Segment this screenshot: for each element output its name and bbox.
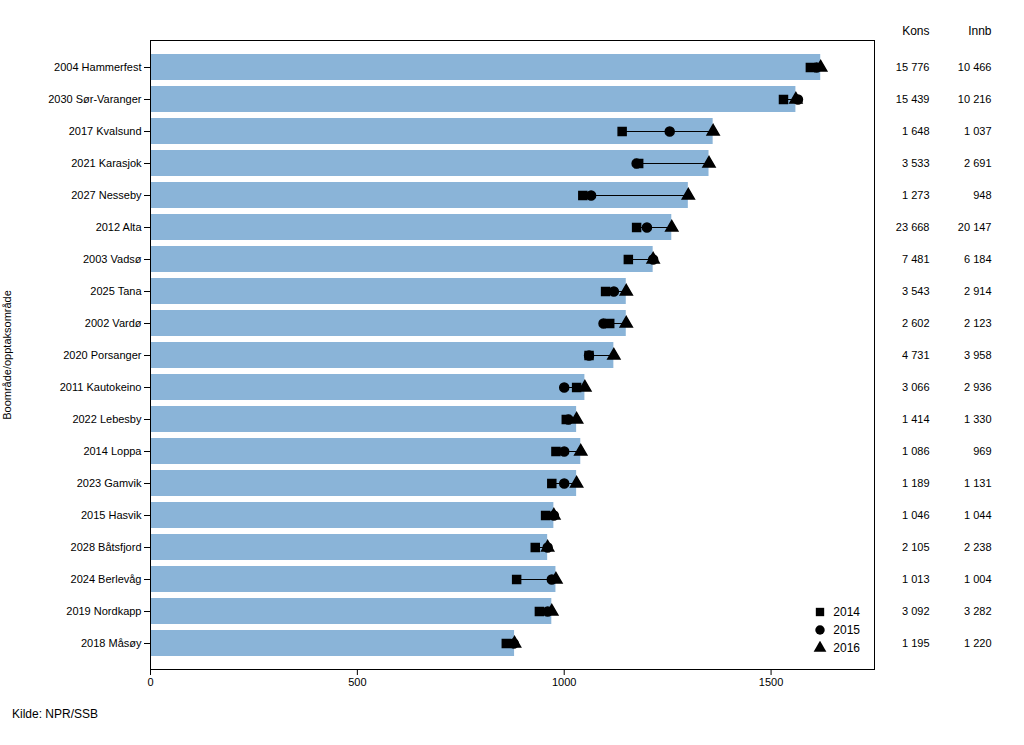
svg-text:1 189: 1 189 <box>902 477 930 489</box>
svg-text:2018 Måsøy: 2018 Måsøy <box>81 637 142 649</box>
svg-text:1000: 1000 <box>552 676 576 688</box>
svg-text:Boområde/opptaksområde: Boområde/opptaksområde <box>1 290 13 420</box>
svg-text:1 648: 1 648 <box>902 125 930 137</box>
svg-text:2030 Sør-Varanger: 2030 Sør-Varanger <box>48 93 142 105</box>
svg-text:3 066: 3 066 <box>902 381 930 393</box>
svg-text:20 147: 20 147 <box>958 221 992 233</box>
svg-text:2 105: 2 105 <box>902 541 930 553</box>
svg-text:2012 Alta: 2012 Alta <box>96 221 143 233</box>
svg-text:2025 Tana: 2025 Tana <box>90 285 142 297</box>
svg-text:969: 969 <box>973 445 991 457</box>
svg-text:500: 500 <box>348 676 366 688</box>
svg-text:2 936: 2 936 <box>964 381 992 393</box>
svg-text:2017 Kvalsund: 2017 Kvalsund <box>69 125 142 137</box>
svg-text:2020 Porsanger: 2020 Porsanger <box>63 349 142 361</box>
svg-text:0: 0 <box>147 676 153 688</box>
svg-text:2002 Vardø: 2002 Vardø <box>85 317 142 329</box>
svg-text:Kons: Kons <box>902 24 929 38</box>
svg-text:1 046: 1 046 <box>902 509 930 521</box>
svg-text:3 092: 3 092 <box>902 605 930 617</box>
svg-text:Innb: Innb <box>968 24 992 38</box>
svg-text:2004 Hammerfest: 2004 Hammerfest <box>54 61 141 73</box>
svg-text:2 123: 2 123 <box>964 317 992 329</box>
svg-text:2027 Nesseby: 2027 Nesseby <box>71 189 142 201</box>
svg-text:6 184: 6 184 <box>964 253 992 265</box>
svg-text:3 958: 3 958 <box>964 349 992 361</box>
html-text:Kilde: NPR/SSB: Kilde: NPR/SSB <box>12 707 98 721</box>
svg-text:2003 Vadsø: 2003 Vadsø <box>83 253 142 265</box>
svg-text:2014 Loppa: 2014 Loppa <box>83 445 142 457</box>
svg-text:1 414: 1 414 <box>902 413 930 425</box>
svg-text:1 220: 1 220 <box>964 637 992 649</box>
svg-text:3 533: 3 533 <box>902 157 930 169</box>
svg-text:1 330: 1 330 <box>964 413 992 425</box>
svg-text:1500: 1500 <box>759 676 783 688</box>
svg-text:4 731: 4 731 <box>902 349 930 361</box>
html-text:2015: 2015 <box>833 623 860 637</box>
svg-text:2019 Nordkapp: 2019 Nordkapp <box>66 605 141 617</box>
svg-text:948: 948 <box>973 189 991 201</box>
svg-text:1 037: 1 037 <box>964 125 992 137</box>
svg-text:2 238: 2 238 <box>964 541 992 553</box>
svg-text:2021 Karasjok: 2021 Karasjok <box>71 157 142 169</box>
svg-text:1 131: 1 131 <box>964 477 992 489</box>
svg-text:2 691: 2 691 <box>964 157 992 169</box>
svg-text:1 086: 1 086 <box>902 445 930 457</box>
svg-text:10 216: 10 216 <box>958 93 992 105</box>
svg-text:1 195: 1 195 <box>902 637 930 649</box>
svg-text:1 004: 1 004 <box>964 573 992 585</box>
svg-text:2 914: 2 914 <box>964 285 992 297</box>
svg-text:2024 Berlevåg: 2024 Berlevåg <box>71 573 142 585</box>
svg-text:2011 Kautokeino: 2011 Kautokeino <box>60 381 142 393</box>
svg-text:2015 Hasvik: 2015 Hasvik <box>81 509 142 521</box>
svg-text:2028 Båtsfjord: 2028 Båtsfjord <box>71 541 142 553</box>
svg-text:1 273: 1 273 <box>902 189 930 201</box>
html-text:2016: 2016 <box>833 641 860 655</box>
svg-text:1 013: 1 013 <box>902 573 930 585</box>
svg-text:2 602: 2 602 <box>902 317 930 329</box>
svg-text:3 282: 3 282 <box>964 605 992 617</box>
html-text:2014: 2014 <box>833 605 860 619</box>
svg-text:1 044: 1 044 <box>964 509 992 521</box>
svg-text:7 481: 7 481 <box>902 253 930 265</box>
svg-text:2022 Lebesby: 2022 Lebesby <box>72 413 142 425</box>
svg-text:3 543: 3 543 <box>902 285 930 297</box>
svg-text:10 466: 10 466 <box>958 61 992 73</box>
svg-text:15 439: 15 439 <box>896 93 930 105</box>
svg-text:2023 Gamvik: 2023 Gamvik <box>77 477 142 489</box>
svg-text:15 776: 15 776 <box>896 61 930 73</box>
svg-text:23 668: 23 668 <box>896 221 930 233</box>
